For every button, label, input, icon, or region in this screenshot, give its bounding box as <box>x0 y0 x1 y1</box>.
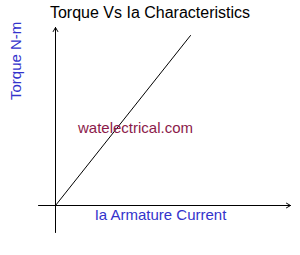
html-text:Torque Vs Ia Characteristics: Torque Vs Ia Characteristics <box>50 4 250 21</box>
svg-text:Ia Armature Current: Ia Armature Current <box>95 206 228 223</box>
svg-text:watelectrical.com: watelectrical.com <box>77 119 193 136</box>
svg-text:Torque N-m: Torque N-m <box>7 22 24 100</box>
